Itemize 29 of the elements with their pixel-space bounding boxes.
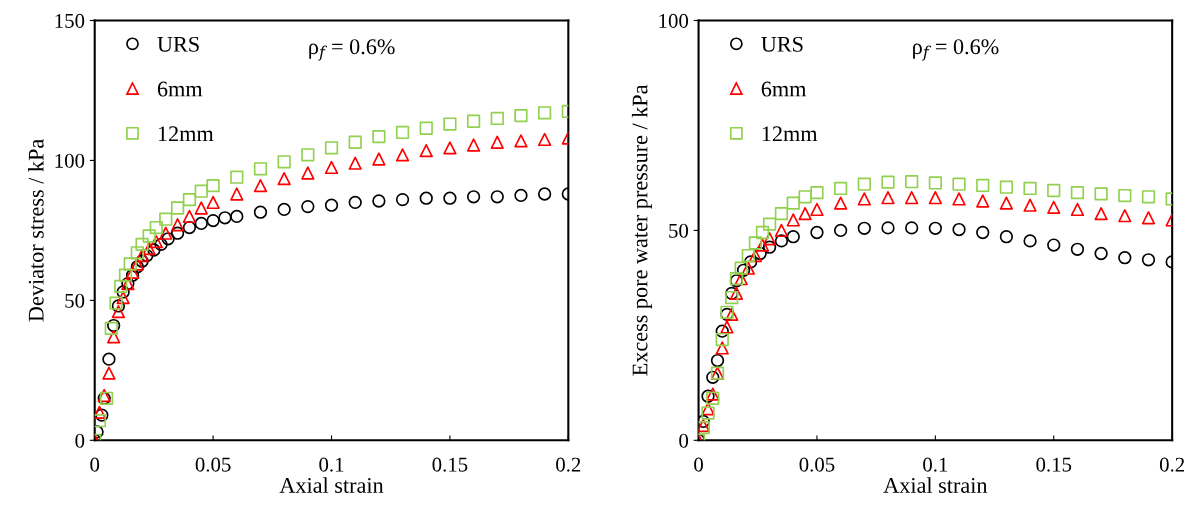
legend-label: 6mm <box>761 81 807 97</box>
y-tick-label: 50 <box>65 293 85 308</box>
x-tick-label: 0 <box>90 457 100 472</box>
legend-label: URS <box>157 36 199 52</box>
y-tick-label: 100 <box>659 13 689 28</box>
x-tick-label: 0 <box>694 457 703 472</box>
y-tick-label: 150 <box>55 13 85 28</box>
x-axis-title: Axial strain <box>883 477 988 493</box>
legend-label: 12mm <box>158 126 214 142</box>
x-tick-label: 0.15 <box>1036 457 1072 472</box>
y-tick-label: 0 <box>75 433 85 448</box>
annotation: ρ$_{f}$ = 0.6% <box>913 39 999 61</box>
legend-label: 6mm <box>157 81 203 97</box>
x-tick-label: 0.15 <box>432 457 468 472</box>
x-tick-label: 0.1 <box>923 457 948 472</box>
x-tick-label: 0.2 <box>556 457 581 472</box>
x-axis-title: Axial strain <box>279 477 384 493</box>
y-axis-title: Excess pore water pressure / kPa <box>631 84 653 376</box>
y-axis-title: Deviator stress / kPa <box>28 139 44 322</box>
legend-label: 12mm <box>762 126 818 142</box>
y-tick-label: 100 <box>55 153 85 168</box>
y-tick-label: 0 <box>679 433 689 448</box>
x-tick-label: 0.05 <box>195 457 231 472</box>
x-tick-label: 0.2 <box>1159 457 1184 472</box>
legend-label: URS <box>761 36 803 52</box>
y-tick-label: 50 <box>669 223 689 238</box>
x-tick-label: 0.05 <box>799 457 835 472</box>
x-tick-label: 0.1 <box>319 457 344 472</box>
annotation: ρ$_{f}$ = 0.6% <box>309 39 395 61</box>
